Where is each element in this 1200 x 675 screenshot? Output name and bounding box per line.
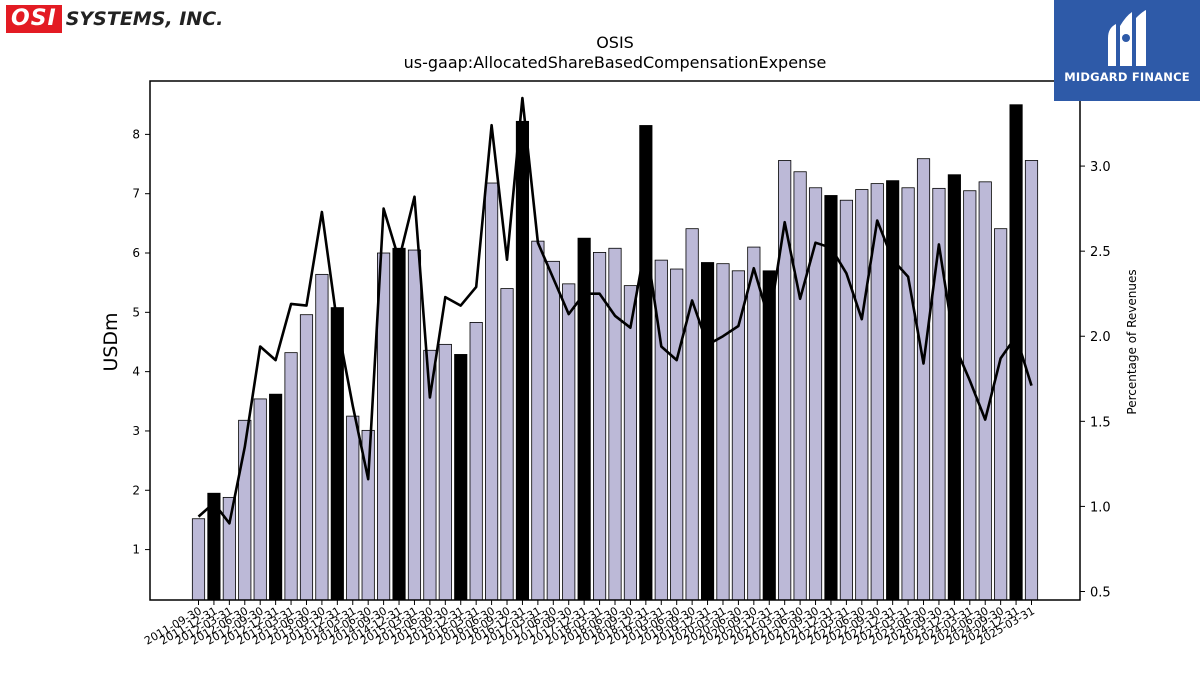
bar-2018-09-30 (623, 285, 637, 601)
bar-2019-06-30 (670, 268, 684, 601)
bar-2016-03-31 (469, 322, 483, 601)
bar-2015-03-31 (407, 249, 422, 601)
bar-2024-06-30 (978, 181, 992, 601)
y2-tick-label: 0.5 (1090, 585, 1111, 600)
y2-tick-label: 1.0 (1090, 500, 1111, 515)
bar-2024-09-30 (994, 228, 1008, 601)
y-axis-label: USDm (100, 312, 122, 371)
chart-subtitle: us-gaap:AllocatedShareBasedCompensationE… (404, 53, 827, 72)
bar-2015-12-31 (454, 354, 468, 601)
osi-logo-mark: OSI (6, 5, 62, 33)
y-tick-label: 8 (132, 127, 140, 141)
y2-axis-label: Percentage of Revenues (1125, 269, 1139, 414)
chart-title: OSIS (596, 33, 634, 52)
y2-tick-label: 3.0 (1090, 160, 1111, 175)
y-tick-label: 1 (132, 543, 140, 557)
y-tick-label: 3 (132, 424, 140, 438)
bar-2016-12-31 (515, 120, 530, 601)
bar-2017-03-31 (531, 240, 545, 601)
bar-2022-06-30 (855, 189, 869, 601)
bar-2011-09-30 (191, 518, 206, 601)
bar-2014-12-31 (392, 247, 406, 601)
bar-2019-09-30 (685, 228, 699, 601)
percentage-line (197, 96, 1033, 525)
bar-2013-03-31 (284, 352, 298, 601)
bar-2017-09-30 (562, 283, 576, 601)
y-tick-label: 2 (132, 483, 140, 497)
y2-tick-label: 2.5 (1090, 245, 1111, 260)
bar-2021-09-30 (808, 187, 823, 601)
bar-2019-12-31 (700, 262, 715, 601)
bar-2020-06-30 (731, 270, 745, 601)
y-tick-label: 7 (132, 187, 140, 201)
y2-tick-label: 1.5 (1090, 415, 1111, 430)
bar-2013-06-30 (299, 314, 314, 601)
bar-2018-03-31 (593, 252, 607, 601)
bar-2022-03-31 (839, 199, 853, 601)
osi-logo-text: SYSTEMS, INC. (65, 8, 224, 30)
x-axis: 2011-09-302011-12-312012-03-312012-06-30… (142, 600, 1037, 648)
bar-2018-12-31 (639, 125, 653, 601)
osi-logo: OSI SYSTEMS, INC. (6, 4, 223, 34)
y-tick-label: 6 (132, 246, 140, 260)
bar-2024-03-31 (963, 190, 977, 601)
left-axis: 1 2 3 4 5 6 7 8 (132, 127, 150, 557)
bar-2015-09-30 (438, 343, 452, 601)
bar-2012-12-31 (269, 393, 283, 601)
bar-2020-09-30 (747, 246, 761, 601)
y-tick-label: 4 (132, 365, 140, 379)
right-axis: 0.5 1.0 1.5 2.0 2.5 3.0 (1080, 160, 1111, 600)
bar-series (191, 104, 1039, 601)
bar-2016-06-30 (485, 182, 499, 601)
y-tick-label: 5 (132, 305, 140, 319)
bar-2016-09-30 (500, 288, 514, 601)
bar-2018-06-30 (608, 247, 622, 601)
bar-2023-03-31 (901, 187, 915, 601)
bar-2012-09-30 (253, 398, 267, 601)
bar-2023-06-30 (916, 158, 931, 601)
bar-2013-09-30 (315, 273, 329, 601)
midgard-logo-text: MIDGARD FINANCE (1064, 70, 1190, 84)
bar-2012-03-31 (222, 496, 236, 601)
bar-2021-06-30 (793, 171, 807, 601)
midgard-finance-logo: MIDGARD FINANCE (1054, 0, 1200, 101)
bar-2025-03-31 (1024, 160, 1039, 601)
bar-2017-06-30 (546, 260, 560, 601)
midgard-mark-icon (1108, 10, 1146, 66)
bar-2014-03-31 (346, 415, 360, 601)
bar-2020-03-31 (716, 263, 730, 601)
bar-2023-12-31 (947, 174, 961, 601)
line-series (197, 96, 1033, 525)
y2-tick-label: 2.0 (1090, 330, 1111, 345)
bar-2022-12-31 (886, 180, 900, 601)
